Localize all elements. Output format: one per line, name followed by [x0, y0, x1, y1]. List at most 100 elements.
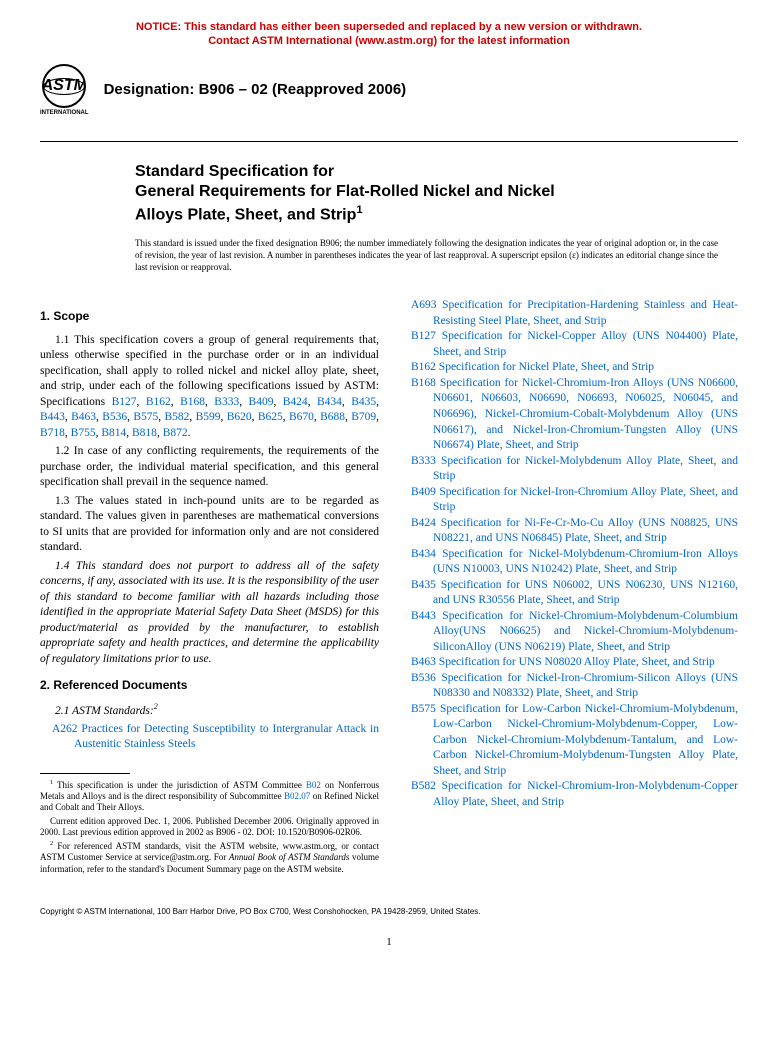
ref-item: B424 Specification for Ni-Fe-Cr-Mo-Cu Al… — [399, 516, 738, 547]
ref-title-link[interactable]: Practices for Detecting Susceptibility t… — [74, 723, 379, 751]
footnote-1: 1 This specification is under the jurisd… — [40, 779, 379, 814]
notice-line1: NOTICE: This standard has either been su… — [136, 21, 642, 33]
ref-title-link[interactable]: Specification for Nickel-Copper Alloy (U… — [433, 330, 738, 358]
spec-link[interactable]: B443 — [40, 411, 65, 423]
scope-1-4: 1.4 This standard does not purport to ad… — [40, 559, 379, 668]
spec-link[interactable]: B718 — [40, 427, 65, 439]
title-block: Standard Specification for General Requi… — [135, 162, 738, 227]
footnote-2: Current edition approved Dec. 1, 2006. P… — [40, 816, 379, 839]
ref-title-link[interactable]: Specification for Nickel-Molybdenum-Chro… — [433, 548, 738, 576]
scope-1-1: 1.1 This specification covers a group of… — [40, 333, 379, 442]
scope-1-2: 1.2 In case of any conflicting requireme… — [40, 444, 379, 491]
ref-item: B434 Specification for Nickel-Molybdenum… — [399, 547, 738, 578]
scope-1-3: 1.3 The values stated in inch-pound unit… — [40, 494, 379, 556]
ref-item: B168 Specification for Nickel-Chromium-I… — [399, 376, 738, 454]
issuance-note: This standard is issued under the fixed … — [135, 238, 718, 273]
spec-link[interactable]: B625 — [258, 411, 283, 423]
ref-title-link[interactable]: Specification for Precipitation-Hardenin… — [433, 299, 738, 327]
ref-title-link[interactable]: Specification for Nickel-Chromium-Molybd… — [433, 610, 738, 653]
ref-code-link[interactable]: B424 — [411, 517, 441, 529]
ref-code-link[interactable]: B443 — [411, 610, 442, 622]
spec-link[interactable]: B168 — [180, 396, 205, 408]
spec-link[interactable]: B536 — [102, 411, 127, 423]
header-row: ASTM INTERNATIONAL Designation: B906 – 0… — [40, 64, 738, 116]
spec-link[interactable]: B409 — [249, 396, 274, 408]
right-column: A693 Specification for Precipitation-Har… — [399, 298, 738, 877]
ref-title-link[interactable]: Specification for Nickel-Molybdenum Allo… — [433, 455, 738, 483]
scope-heading: 1. Scope — [40, 308, 379, 324]
ref-title-link[interactable]: Specification for Nickel-Chromium-Iron A… — [433, 377, 738, 451]
spec-link[interactable]: B599 — [196, 411, 221, 423]
ref-title-link[interactable]: Specification for Nickel-Chromium-Iron-M… — [433, 780, 738, 808]
ref-code-link[interactable]: B162 — [411, 361, 439, 373]
ref-title-link[interactable]: Specification for Nickel-Iron-Chromium A… — [433, 486, 738, 514]
left-refs-list: A262 Practices for Detecting Susceptibil… — [40, 722, 379, 753]
ref-item: B162 Specification for Nickel Plate, She… — [399, 360, 738, 376]
ref-code-link[interactable]: B409 — [411, 486, 439, 498]
ref-code-link[interactable]: B434 — [411, 548, 442, 560]
ref-item: A693 Specification for Precipitation-Har… — [399, 298, 738, 329]
title-line3: Alloys Plate, Sheet, and Strip — [135, 207, 356, 224]
ref-item: B333 Specification for Nickel-Molybdenum… — [399, 454, 738, 485]
spec-link[interactable]: B582 — [165, 411, 190, 423]
spec-link[interactable]: B818 — [132, 427, 157, 439]
spec-link[interactable]: B814 — [101, 427, 126, 439]
footnote-3: 2 For referenced ASTM standards, visit t… — [40, 840, 379, 875]
ref-item: B409 Specification for Nickel-Iron-Chrom… — [399, 485, 738, 516]
notice-block: NOTICE: This standard has either been su… — [40, 20, 738, 49]
ref-item: B575 Specification for Low-Carbon Nickel… — [399, 702, 738, 780]
ref-item: B463 Specification for UNS N08020 Alloy … — [399, 655, 738, 671]
spec-link[interactable]: B575 — [133, 411, 158, 423]
ref-code-link[interactable]: B536 — [411, 672, 441, 684]
spec-link[interactable]: B670 — [289, 411, 314, 423]
ref-code-link[interactable]: A693 — [411, 299, 442, 311]
ref-title-link[interactable]: Specification for UNS N06002, UNS N06230… — [433, 579, 738, 607]
spec-link[interactable]: B424 — [283, 396, 308, 408]
ref-item: B127 Specification for Nickel-Copper All… — [399, 329, 738, 360]
copyright: Copyright © ASTM International, 100 Barr… — [40, 907, 738, 916]
spec-link[interactable]: B620 — [227, 411, 252, 423]
right-refs-list: A693 Specification for Precipitation-Har… — [399, 298, 738, 810]
ref-code-link[interactable]: B575 — [411, 703, 440, 715]
page-number: 1 — [40, 936, 738, 948]
globe-icon: ASTM — [42, 64, 86, 108]
title-line1: Standard Specification for — [135, 162, 738, 183]
spec-link[interactable]: B127 — [112, 396, 137, 408]
body-columns: 1. Scope 1.1 This specification covers a… — [40, 298, 738, 877]
title-sup: 1 — [356, 204, 362, 216]
spec-link[interactable]: B463 — [71, 411, 96, 423]
refdocs-sub: 2.1 ASTM Standards:2 — [40, 702, 379, 719]
spec-link[interactable]: B872 — [163, 427, 188, 439]
ref-title-link[interactable]: Specification for Ni-Fe-Cr-Mo-Cu Alloy (… — [433, 517, 738, 545]
ref-code-link[interactable]: A262 — [52, 723, 81, 735]
header-rule — [40, 141, 738, 142]
footnote-rule — [40, 773, 130, 774]
ref-code-link[interactable]: B582 — [411, 780, 442, 792]
ref-code-link[interactable]: B127 — [411, 330, 442, 342]
ref-code-link[interactable]: B463 — [411, 656, 439, 668]
ref-title-link[interactable]: Specification for Low-Carbon Nickel-Chro… — [433, 703, 738, 777]
title-line2: General Requirements for Flat-Rolled Nic… — [135, 183, 555, 200]
astm-logo: ASTM INTERNATIONAL — [40, 64, 89, 116]
spec-link[interactable]: B333 — [214, 396, 239, 408]
ref-item: B435 Specification for UNS N06002, UNS N… — [399, 578, 738, 609]
ref-item: A262 Practices for Detecting Susceptibil… — [40, 722, 379, 753]
notice-line2: Contact ASTM International (www.astm.org… — [208, 35, 570, 47]
spec-link[interactable]: B755 — [71, 427, 96, 439]
ref-title-link[interactable]: Specification for Nickel-Iron-Chromium-S… — [433, 672, 738, 700]
spec-link[interactable]: B434 — [317, 396, 342, 408]
spec-link[interactable]: B688 — [320, 411, 345, 423]
ref-code-link[interactable]: B168 — [411, 377, 440, 389]
ref-title-link[interactable]: Specification for Nickel Plate, Sheet, a… — [439, 361, 654, 373]
left-column: 1. Scope 1.1 This specification covers a… — [40, 298, 379, 877]
refdocs-heading: 2. Referenced Documents — [40, 677, 379, 693]
ref-item: B443 Specification for Nickel-Chromium-M… — [399, 609, 738, 656]
ref-title-link[interactable]: Specification for UNS N08020 Alloy Plate… — [439, 656, 715, 668]
ref-code-link[interactable]: B333 — [411, 455, 441, 467]
ref-item: B582 Specification for Nickel-Chromium-I… — [399, 779, 738, 810]
ref-code-link[interactable]: B435 — [411, 579, 441, 591]
spec-link[interactable]: B162 — [146, 396, 171, 408]
ref-item: B536 Specification for Nickel-Iron-Chrom… — [399, 671, 738, 702]
spec-link[interactable]: B435 — [351, 396, 376, 408]
spec-link[interactable]: B709 — [351, 411, 376, 423]
